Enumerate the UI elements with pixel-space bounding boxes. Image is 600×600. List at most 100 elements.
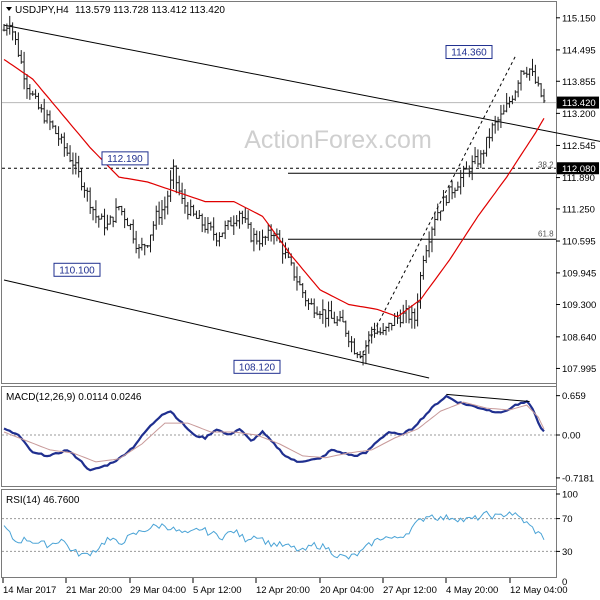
ohlc-bar (232, 215, 236, 235)
ohlc-bar (45, 109, 49, 124)
annotation-box (101, 151, 149, 166)
ohlc-bar (166, 190, 170, 215)
ohlc-bar (473, 147, 477, 165)
time-tick-label: 29 Mar 04:00 (130, 585, 186, 596)
ohlc-bar (306, 298, 310, 310)
macd-axis: 0.659 0.00 -0.7181 (556, 391, 594, 484)
time-tick-label: 12 Apr 20:00 (256, 585, 310, 596)
ohlc-bar (108, 215, 112, 225)
ohlc-bar (384, 326, 388, 336)
ohlc-bar (255, 230, 259, 245)
time-tick-label: 12 May 04:00 (510, 585, 568, 596)
ohlc-bar (157, 201, 161, 225)
ohlc-bar (68, 145, 72, 163)
channel-upper-trendline (3, 24, 600, 142)
ohlc-bar (25, 74, 29, 99)
ohlc-bar (177, 175, 181, 196)
ohlc-bar (378, 327, 382, 336)
fib-382-label: 38.2 (538, 160, 554, 169)
ohlc-bar (94, 200, 98, 224)
annotation-label: 114.360 (451, 48, 487, 59)
channel-lower-trendline (3, 279, 430, 379)
price-plot: 38.2 61.8 112.190 110.100 108.120 114.360 (2, 15, 600, 379)
ohlc-bar (479, 150, 483, 169)
ohlc-bar (387, 322, 391, 332)
ohlc-bar (459, 169, 463, 195)
ohlc-bar (375, 322, 379, 335)
ohlc-bar (493, 115, 497, 134)
ohlc-bar (510, 95, 514, 105)
ohlc-bar (367, 331, 371, 354)
annotation-box (445, 45, 493, 60)
time-tick-label: 27 Apr 12:00 (383, 585, 437, 596)
ohlc-bar (252, 228, 256, 252)
ohlc-bar (48, 110, 52, 131)
ohlc-bar (34, 89, 38, 99)
ohlc-bar (97, 215, 101, 228)
ohlc-bar (258, 231, 262, 251)
ohlc-bar (525, 66, 529, 78)
time-tick-label: 5 Apr 12:00 (193, 585, 242, 596)
ohlc-bar (117, 205, 121, 211)
ohlc-bar (11, 22, 15, 41)
annotation-box (233, 359, 281, 374)
ohlc-bar (528, 68, 532, 81)
ohlc-bar (57, 126, 61, 146)
ohlc-bar (192, 204, 196, 217)
ohlc-bar (266, 223, 270, 241)
dropdown-arrow-icon[interactable] (6, 7, 12, 11)
price-annotation: 110.100 (53, 262, 101, 277)
macd-signal-line (3, 401, 545, 463)
ohlc-bar (519, 70, 523, 91)
moving-average-line (3, 58, 545, 318)
ohlc-bar (91, 206, 95, 221)
ohlc-bar (430, 226, 434, 253)
ohlc-bar (171, 159, 175, 190)
ohlc-bar (206, 217, 210, 234)
ohlc-bar (105, 214, 109, 231)
ohlc-bar (338, 310, 342, 322)
ohlc-bar (100, 213, 104, 220)
price-tick-label: 111.250 (562, 204, 595, 215)
ohlc-bar (321, 299, 325, 324)
ohlc-bar (217, 232, 221, 247)
time-tick-label: 4 May 20:00 (446, 585, 498, 596)
ohlc-bar (361, 351, 365, 366)
ohlc-bar (246, 210, 250, 229)
ohlc-bar (516, 80, 520, 98)
rsi-tick-label: 30 (562, 547, 573, 558)
ohlc-bar (120, 205, 124, 216)
ohlc-bar (355, 352, 359, 359)
ohlc-bar (398, 309, 402, 328)
price-axis: 115.150 114.495 113.855 113.200 112.545 111.8… (556, 13, 599, 375)
time-axis: 14 Mar 2017 21 Mar 20:00 29 Mar 04:00 5 Apr… (2, 578, 568, 596)
ohlc-bar (531, 58, 535, 76)
ohlc-bar (235, 215, 239, 227)
ohlc-bar (42, 98, 46, 124)
ohlc-bar (513, 90, 517, 101)
ohlc-bar (418, 271, 422, 309)
ohlc-bar (502, 104, 506, 115)
annotation-box (53, 262, 101, 277)
ohlc-bar (88, 187, 92, 214)
ohlc-bar (209, 221, 213, 231)
ohlc-bar (148, 234, 152, 253)
ohlc-bar (261, 229, 265, 247)
ohlc-bar (22, 51, 26, 90)
ohlc-bar (352, 338, 356, 355)
ohlc-bar (151, 221, 155, 241)
ohlc-bar (358, 351, 362, 358)
ohlc-bar (441, 190, 445, 212)
ohlc-bar (114, 198, 118, 223)
fib-618-label: 61.8 (538, 229, 554, 238)
ohlc-bar (212, 217, 216, 241)
rsi-tick-label: 70 (562, 514, 573, 525)
ohlc-bar (28, 84, 32, 100)
ohlc-bar (413, 308, 417, 329)
ohlc-bar (131, 219, 135, 244)
time-tick-label: 21 Mar 20:00 (66, 585, 122, 596)
ohlc-bar (272, 231, 276, 245)
ohlc-bar (71, 152, 75, 175)
ohlc-bar (450, 180, 454, 200)
ohlc-bar (499, 104, 503, 129)
